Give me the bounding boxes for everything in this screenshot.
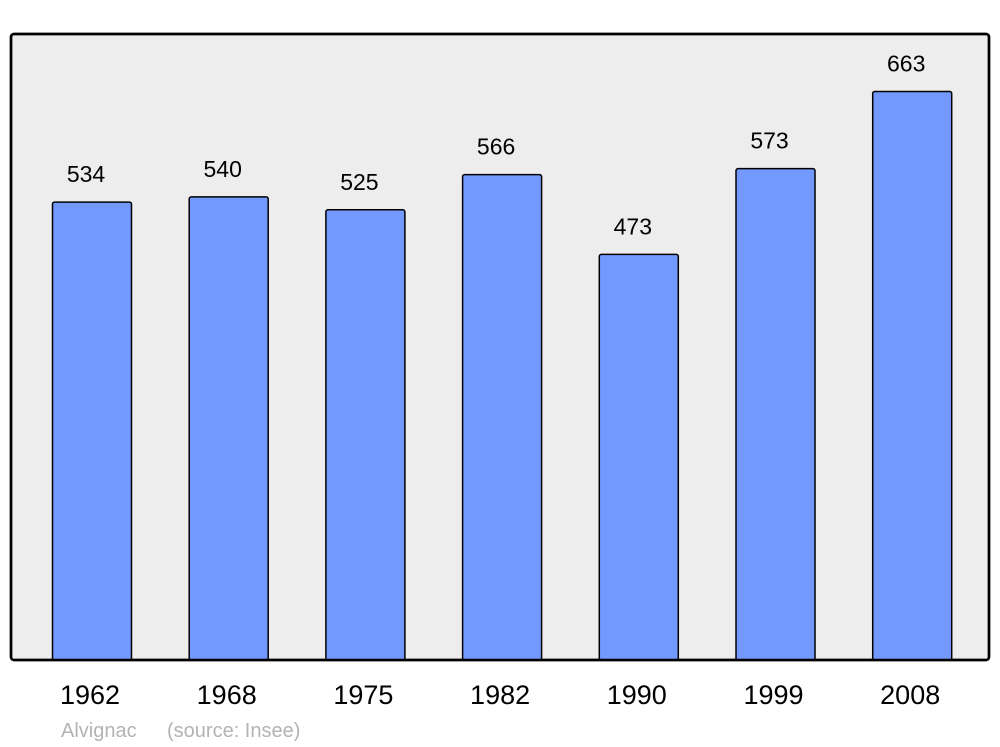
bar-1982 bbox=[461, 173, 543, 661]
x-tick-label-2008: 2008 bbox=[880, 680, 940, 710]
bar-2008 bbox=[871, 90, 953, 661]
bar-1990 bbox=[598, 253, 680, 661]
x-tick-label-1990: 1990 bbox=[607, 680, 667, 710]
x-tick-label-1975: 1975 bbox=[333, 680, 393, 710]
x-tick-label-1962: 1962 bbox=[60, 680, 120, 710]
place-name: Alvignac bbox=[61, 720, 137, 742]
data-label-1999: 573 bbox=[750, 128, 788, 154]
x-tick-label-1982: 1982 bbox=[470, 680, 530, 710]
data-label-1982: 566 bbox=[477, 134, 515, 160]
data-label-1975: 525 bbox=[340, 169, 378, 195]
bar-1999 bbox=[735, 167, 816, 661]
x-tick-label-1999: 1999 bbox=[743, 680, 803, 710]
data-label-1962: 534 bbox=[67, 161, 106, 187]
plot-area bbox=[9, 32, 991, 662]
data-label-1990: 473 bbox=[614, 213, 652, 239]
x-tick-label-1968: 1968 bbox=[197, 680, 257, 710]
bar-1968 bbox=[188, 196, 269, 661]
data-label-2008: 663 bbox=[887, 50, 925, 76]
bar-1975 bbox=[325, 209, 406, 661]
data-label-1968: 540 bbox=[204, 156, 242, 182]
source-label: (source: Insee) bbox=[167, 720, 300, 742]
bar-1962 bbox=[51, 201, 133, 661]
